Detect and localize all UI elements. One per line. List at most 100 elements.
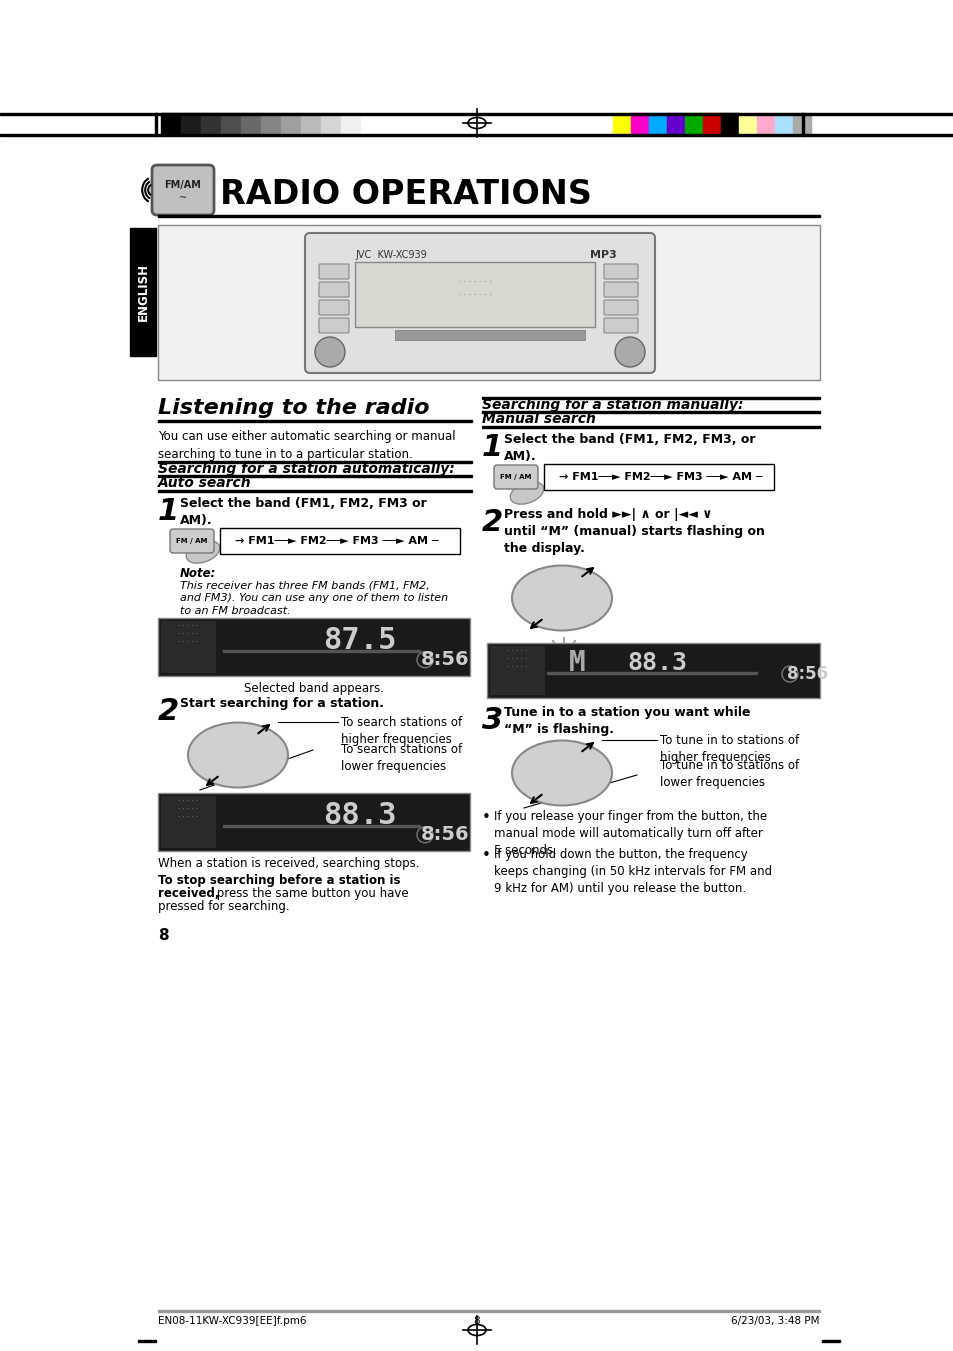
FancyBboxPatch shape — [318, 317, 349, 332]
Text: M: M — [568, 648, 585, 677]
Bar — [684, 113, 702, 134]
Text: If you release your finger from the button, the
manual mode will automatically t: If you release your finger from the butt… — [494, 811, 766, 857]
Bar — [130, 228, 156, 357]
Text: Tune in to a station you want while
“M” is flashing.: Tune in to a station you want while “M” … — [503, 707, 750, 736]
Circle shape — [615, 336, 644, 367]
Text: Listening to the radio: Listening to the radio — [158, 399, 429, 417]
Text: To stop searching before a station is: To stop searching before a station is — [158, 874, 400, 888]
Text: · · · · ·: · · · · · — [506, 663, 527, 670]
FancyBboxPatch shape — [603, 317, 638, 332]
Bar — [158, 420, 472, 422]
Bar — [774, 113, 792, 134]
Text: · · · · ·: · · · · · — [177, 623, 198, 630]
Bar — [801, 113, 803, 136]
Bar — [158, 476, 472, 477]
Text: FM / AM: FM / AM — [176, 538, 208, 544]
Text: · · · · ·: · · · · · — [177, 807, 198, 812]
Text: · · · · ·: · · · · · — [177, 631, 198, 638]
Bar — [158, 1310, 820, 1312]
Circle shape — [314, 336, 345, 367]
Text: If you hold down the button, the frequency
keeps changing (in 50 kHz intervals f: If you hold down the button, the frequen… — [494, 848, 771, 894]
Text: 8:56: 8:56 — [786, 665, 828, 684]
Bar — [630, 113, 648, 134]
Text: 88.3: 88.3 — [626, 651, 686, 676]
Ellipse shape — [186, 540, 219, 563]
Bar — [220, 528, 459, 554]
Bar — [481, 397, 820, 399]
Ellipse shape — [188, 723, 288, 788]
Text: received,: received, — [158, 888, 219, 900]
Text: Select the band (FM1, FM2, FM3 or
AM).: Select the band (FM1, FM2, FM3 or AM). — [180, 497, 426, 527]
Bar — [161, 621, 215, 673]
Bar — [201, 113, 221, 134]
Bar — [739, 113, 757, 134]
Text: ENGLISH: ENGLISH — [136, 263, 150, 322]
Text: 8:56: 8:56 — [420, 825, 469, 844]
Bar — [241, 113, 261, 134]
Text: 1: 1 — [158, 497, 179, 526]
FancyBboxPatch shape — [305, 232, 655, 373]
Text: JVC  KW-XC939: JVC KW-XC939 — [355, 250, 426, 259]
Text: You can use either automatic searching or manual
searching to tune in to a parti: You can use either automatic searching o… — [158, 430, 456, 461]
FancyBboxPatch shape — [170, 530, 213, 553]
Bar — [138, 1340, 156, 1342]
Text: press the same button you have: press the same button you have — [213, 888, 408, 900]
Text: 8: 8 — [158, 928, 169, 943]
Text: Select the band (FM1, FM2, FM3, or
AM).: Select the band (FM1, FM2, FM3, or AM). — [503, 434, 755, 463]
Bar — [340, 113, 360, 134]
Ellipse shape — [512, 740, 612, 805]
Text: → FM1──► FM2──► FM3 ──► AM ─: → FM1──► FM2──► FM3 ──► AM ─ — [558, 471, 761, 482]
Text: 8: 8 — [474, 1316, 479, 1325]
Bar — [181, 113, 201, 134]
Text: RADIO OPERATIONS: RADIO OPERATIONS — [220, 178, 591, 212]
Bar — [158, 461, 472, 462]
Bar — [161, 796, 215, 848]
Bar — [158, 490, 472, 492]
Text: · · · · ·: · · · · · — [177, 639, 198, 644]
Bar — [221, 113, 241, 134]
Text: · · · · · · ·: · · · · · · · — [457, 290, 492, 300]
Text: 8:56: 8:56 — [420, 650, 469, 669]
Bar — [720, 113, 739, 134]
Text: · · · · ·: · · · · · — [506, 657, 527, 662]
Bar — [792, 113, 810, 134]
Bar — [223, 650, 419, 653]
Bar — [395, 330, 584, 340]
Text: 1: 1 — [481, 434, 503, 462]
Text: When a station is received, searching stops.: When a station is received, searching st… — [158, 857, 419, 870]
Text: MP3: MP3 — [589, 250, 616, 259]
FancyBboxPatch shape — [494, 465, 537, 489]
Bar — [360, 113, 380, 134]
Text: Note:: Note: — [180, 567, 216, 580]
Text: · · · · ·: · · · · · — [177, 798, 198, 804]
Text: → FM1──► FM2──► FM3 ──► AM ─: → FM1──► FM2──► FM3 ──► AM ─ — [234, 536, 438, 546]
Text: •: • — [481, 811, 491, 825]
Bar — [301, 113, 320, 134]
FancyBboxPatch shape — [318, 282, 349, 297]
Bar — [158, 793, 470, 851]
Bar — [320, 113, 340, 134]
Bar — [481, 411, 820, 412]
Bar — [261, 113, 281, 134]
Text: Start searching for a station.: Start searching for a station. — [180, 697, 384, 711]
Text: To search stations of
higher frequencies: To search stations of higher frequencies — [340, 716, 461, 746]
Bar — [702, 113, 720, 134]
FancyBboxPatch shape — [603, 263, 638, 280]
Bar — [223, 825, 419, 827]
FancyBboxPatch shape — [152, 165, 213, 215]
Text: To tune in to stations of
lower frequencies: To tune in to stations of lower frequenc… — [659, 759, 799, 789]
Text: Searching for a station automatically:: Searching for a station automatically: — [158, 462, 455, 476]
Bar — [648, 113, 666, 134]
Bar — [613, 113, 630, 134]
Bar — [154, 113, 157, 136]
Bar — [486, 643, 820, 698]
Bar — [355, 262, 595, 327]
Text: Auto search: Auto search — [158, 476, 252, 490]
Text: FM/AM: FM/AM — [164, 180, 201, 190]
Ellipse shape — [512, 566, 612, 631]
Text: •: • — [481, 848, 491, 863]
Text: 2: 2 — [158, 697, 179, 725]
Text: pressed for searching.: pressed for searching. — [158, 900, 290, 913]
Ellipse shape — [510, 482, 543, 504]
Text: This receiver has three FM bands (FM1, FM2,
and FM3). You can use any one of the: This receiver has three FM bands (FM1, F… — [180, 580, 448, 616]
